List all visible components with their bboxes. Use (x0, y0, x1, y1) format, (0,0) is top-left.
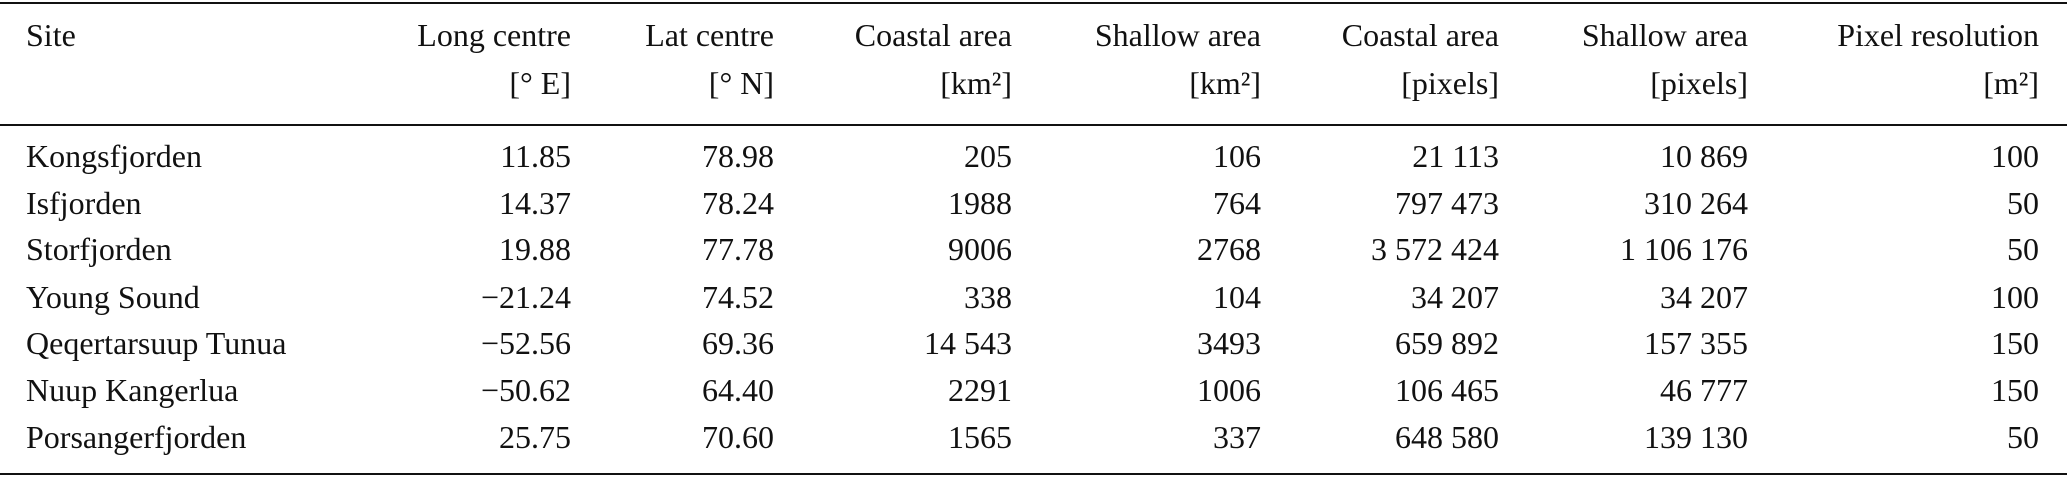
cell: Nuup Kangerlua (26, 372, 238, 408)
cell: −21.24 (481, 279, 571, 315)
cell: 64.40 (702, 372, 774, 408)
cell: 70.60 (702, 419, 774, 455)
cell: 338 (964, 279, 1012, 315)
cell: 659 892 (1395, 325, 1499, 361)
header-cell: Shallow area (1582, 17, 1748, 53)
cell: Young Sound (26, 279, 200, 315)
cell: 106 (1213, 138, 1261, 174)
header-cell: Pixel resolution (1837, 17, 2039, 53)
cell: Storfjorden (26, 231, 172, 267)
cell: 34 207 (1411, 279, 1499, 315)
cell: 106 465 (1395, 372, 1499, 408)
cell: 1565 (948, 419, 1012, 455)
cell: 157 355 (1644, 325, 1748, 361)
header-cell: Coastal area (1342, 17, 1499, 53)
cell: 648 580 (1395, 419, 1499, 455)
cell: Porsangerfjorden (26, 419, 246, 455)
cell: 3 572 424 (1371, 231, 1499, 267)
cell: −52.56 (481, 325, 571, 361)
header-cell: [pixels] (1650, 65, 1748, 101)
cell: 11.85 (500, 138, 571, 174)
cell: 3493 (1197, 325, 1261, 361)
header-cell: Long centre (417, 17, 571, 53)
cell: 1006 (1197, 372, 1261, 408)
cell: 100 (1991, 279, 2039, 315)
cell: 50 (2007, 231, 2039, 267)
cell: 77.78 (702, 231, 774, 267)
header-cell: Shallow area (1095, 17, 1261, 53)
cell: 19.88 (499, 231, 571, 267)
cell: 2291 (948, 372, 1012, 408)
cell: 139 130 (1644, 419, 1748, 455)
cell: 78.98 (702, 138, 774, 174)
cell: 150 (1991, 325, 2039, 361)
header-cell: [pixels] (1401, 65, 1499, 101)
cell: 205 (964, 138, 1012, 174)
cell: 69.36 (702, 325, 774, 361)
cell: 2768 (1197, 231, 1261, 267)
cell: 14 543 (924, 325, 1012, 361)
cell: 310 264 (1644, 185, 1748, 221)
cell: 10 869 (1660, 138, 1748, 174)
cell: 50 (2007, 185, 2039, 221)
header-cell: [km²] (940, 65, 1012, 101)
cell: 1988 (948, 185, 1012, 221)
header-cell: [° N] (709, 65, 774, 101)
cell: 797 473 (1395, 185, 1499, 221)
header-cell: [km²] (1189, 65, 1261, 101)
cell: 150 (1991, 372, 2039, 408)
cell: 14.37 (499, 185, 571, 221)
cell: 1 106 176 (1620, 231, 1748, 267)
cell: 9006 (948, 231, 1012, 267)
cell: 104 (1213, 279, 1261, 315)
header-cell: [° E] (509, 65, 571, 101)
cell: 78.24 (702, 185, 774, 221)
cell: 337 (1213, 419, 1261, 455)
header-cell: Coastal area (855, 17, 1012, 53)
header-cell: [m²] (1983, 65, 2039, 101)
cell: 21 113 (1412, 138, 1499, 174)
cell: 34 207 (1660, 279, 1748, 315)
cell: Kongsfjorden (26, 138, 202, 174)
cell: 100 (1991, 138, 2039, 174)
cell: 74.52 (702, 279, 774, 315)
cell: 50 (2007, 419, 2039, 455)
cell: Qeqertarsuup Tunua (26, 325, 286, 361)
header-cell: Lat centre (645, 17, 774, 53)
cell: Isfjorden (26, 185, 142, 221)
header-cell: Site (26, 17, 76, 53)
cell: 46 777 (1660, 372, 1748, 408)
cell: 764 (1213, 185, 1261, 221)
cell: 25.75 (499, 419, 571, 455)
cell: −50.62 (481, 372, 571, 408)
